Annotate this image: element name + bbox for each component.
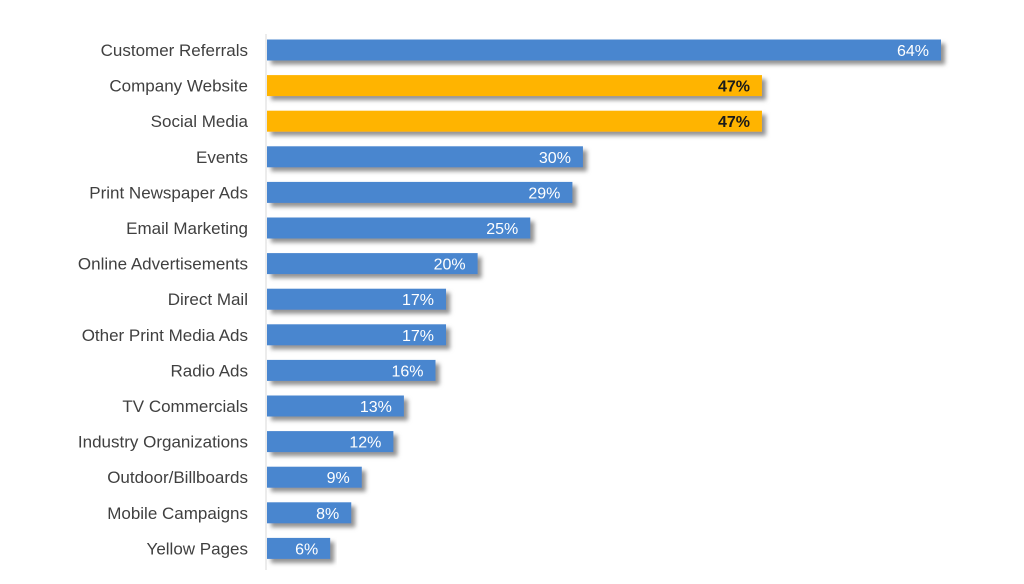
category-label: Radio Ads [171,361,249,380]
category-label: Outdoor/Billboards [107,468,248,487]
bar-radio-ads [267,359,436,381]
data-label: 17% [402,328,434,345]
category-label: Yellow Pages [147,539,248,558]
data-label: 17% [402,292,434,309]
data-label: 12% [349,435,381,452]
data-label: 47% [718,79,750,96]
data-label: 64% [897,43,929,60]
bar-mobile-campaigns [267,502,352,524]
data-label: 29% [528,185,560,202]
bar-industry-organizations [267,431,394,453]
category-label: Online Advertisements [78,255,248,274]
category-label: Customer Referrals [101,41,248,60]
bar-events [267,146,583,168]
data-label: 25% [486,221,518,238]
bar-print-newspaper-ads [267,181,573,203]
category-label: Email Marketing [126,219,248,238]
data-label: 13% [360,399,392,416]
category-label: Events [196,148,248,167]
data-label: 47% [718,114,750,131]
bar-email-marketing [267,217,531,239]
bar-other-print-media-ads [267,324,447,346]
data-label: 20% [434,257,466,274]
category-label: Industry Organizations [78,433,248,452]
labels-layer: Customer Referrals 64% Company Website 47% S… [78,41,929,558]
bar-tv-commercials [267,395,404,417]
data-label: 6% [295,541,318,558]
bar-online-advertisements [267,253,478,275]
data-label: 9% [327,470,350,487]
data-label: 30% [539,150,571,167]
bar-outdoor-billboards [267,466,362,488]
bar-social-media [267,110,762,132]
data-label: 16% [391,363,423,380]
category-label: Social Media [151,112,249,131]
category-label: Company Website [109,77,248,96]
data-label: 8% [316,506,339,523]
category-label: Mobile Campaigns [107,504,248,523]
bars-layer [267,39,941,559]
bar-company-website [267,75,762,97]
category-label: Direct Mail [168,290,248,309]
category-label: Other Print Media Ads [82,326,248,345]
category-label: Print Newspaper Ads [89,183,248,202]
bar-yellow-pages [267,537,331,559]
category-label: TV Commercials [122,397,248,416]
bar-direct-mail [267,288,447,310]
bar-customer-referrals [267,39,941,61]
